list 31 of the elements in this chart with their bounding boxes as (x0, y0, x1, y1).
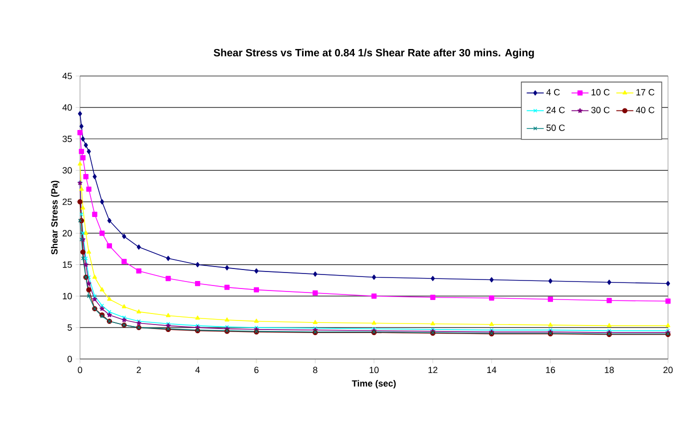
legend-label: 24 C (546, 106, 565, 114)
y-tick-label: 25 (62, 198, 72, 205)
y-tick-label: 20 (62, 230, 72, 236)
x-tick-label: 6 (254, 366, 259, 374)
y-tick-label: 0 (68, 356, 72, 362)
x-tick-label: 8 (313, 366, 318, 374)
y-tick-label: 15 (62, 262, 72, 268)
x-axis-title: Time (sec) (352, 380, 396, 388)
legend-label: 17 C (636, 89, 654, 96)
y-tick-label: 10 (62, 292, 72, 300)
x-tick-label: 20 (663, 366, 673, 374)
x-tick-label: 0 (78, 366, 82, 374)
x-tick-label: 4 (195, 366, 200, 373)
y-tick-label: 45 (62, 72, 72, 80)
legend-label: 30 C (591, 106, 610, 114)
y-axis-title: Shear Stress (Pa) (50, 180, 60, 254)
legend-label: 50 C (546, 124, 565, 131)
x-tick-label: 16 (546, 366, 556, 374)
y-tick-label: 30 (62, 167, 72, 174)
legend-label: 10 C (592, 89, 610, 96)
y-tick-label: 5 (68, 324, 72, 331)
chart-title: Shear Stress vs Time at 0.84 1/s Shear Rate after 30 mins. Aging (214, 48, 534, 58)
x-tick-label: 14 (487, 366, 496, 373)
y-tick-label: 35 (62, 136, 72, 142)
x-tick-label: 10 (370, 366, 379, 374)
legend-label: 4 C (546, 89, 560, 96)
y-tick-label: 40 (62, 104, 72, 111)
x-tick-label: 2 (136, 366, 141, 374)
x-tick-label: 18 (604, 366, 614, 374)
legend-label: 40 C (636, 106, 654, 114)
x-tick-label: 12 (428, 366, 438, 374)
